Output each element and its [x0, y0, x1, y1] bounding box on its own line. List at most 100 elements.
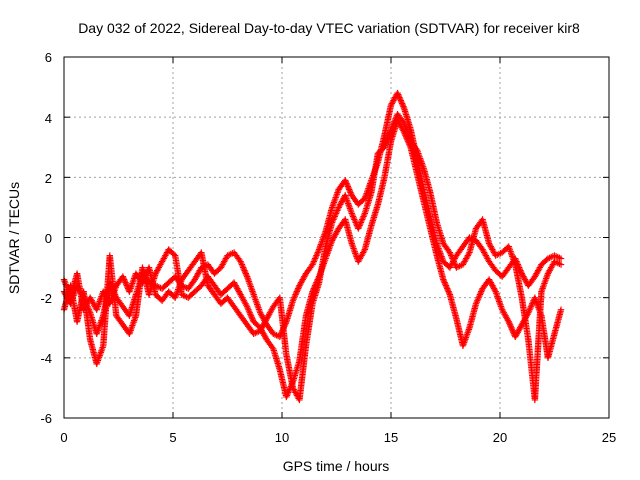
data-point-fill: [506, 320, 513, 327]
data-point-fill: [343, 180, 350, 187]
data-point-fill: [351, 216, 358, 223]
data-point-fill: [442, 280, 449, 288]
data-point-fill: [450, 258, 457, 265]
data-point-fill: [311, 255, 319, 262]
data-point-fill: [293, 288, 301, 295]
data-point-fill: [241, 267, 248, 274]
data-point-fill: [390, 119, 397, 127]
data-point-fill: [507, 323, 514, 330]
data-point-fill: [313, 250, 321, 258]
data-point-fill: [315, 247, 322, 255]
chart-title: Day 032 of 2022, Sidereal Day-to-day VTE…: [78, 20, 580, 36]
data-point-fill: [314, 249, 321, 256]
data-point-fill: [334, 207, 341, 214]
data-point-fill: [247, 312, 255, 319]
data-point-fill: [442, 282, 450, 289]
data-point-fill: [245, 308, 253, 315]
data-point-fill: [528, 301, 535, 309]
data-point: [348, 210, 355, 217]
data-point-fill: [311, 256, 318, 264]
data-point-fill: [140, 276, 147, 283]
data-point-fill: [240, 265, 248, 273]
data-point-fill: [358, 217, 365, 225]
data-point-fill: [120, 274, 127, 282]
data-point-fill: [292, 289, 300, 297]
data-point-fill: [246, 309, 253, 316]
data-point-fill: [356, 222, 363, 229]
grid-lines: [64, 57, 609, 418]
data-point-fill: [330, 216, 337, 223]
data-point-fill: [239, 262, 246, 270]
data-point-fill: [388, 124, 395, 131]
data-point-fill: [447, 252, 455, 259]
data-point-fill: [334, 205, 342, 213]
data-point-fill: [509, 327, 516, 334]
data-point-fill: [360, 211, 368, 219]
data-point-fill: [285, 387, 293, 395]
data-point-fill: [445, 288, 452, 295]
data-point-fill: [141, 274, 148, 282]
data-point-fill: [332, 211, 339, 219]
data-point-fill: [360, 213, 367, 220]
data-point-fill: [477, 289, 484, 297]
x-tick-label: 25: [602, 430, 616, 445]
data-point-fill: [400, 103, 407, 110]
data-point-fill: [238, 259, 245, 267]
data-point: [557, 261, 565, 268]
data-point-fill: [527, 303, 535, 310]
data-point-fill: [330, 214, 338, 222]
data-point-fill: [331, 213, 338, 220]
x-tick-label: 5: [169, 430, 176, 445]
data-point-fill: [475, 294, 482, 301]
data-point-fill: [399, 101, 406, 109]
x-tick-label: 15: [384, 430, 398, 445]
data-point: [557, 255, 565, 262]
data-point-fill: [440, 277, 448, 285]
data-point-fill: [398, 100, 406, 107]
data-point-fill: [329, 217, 336, 225]
data-point-fill: [247, 311, 254, 318]
data-point-fill: [449, 255, 456, 262]
data-point: [557, 306, 565, 313]
data-point-fill: [120, 276, 128, 283]
data-point-fill: [391, 118, 398, 125]
data-point-fill: [294, 285, 302, 292]
data-point-fill: [473, 298, 480, 306]
data-point-fill: [389, 122, 396, 130]
data-point: [237, 258, 244, 265]
data-point: [440, 276, 447, 283]
data-point-fill: [345, 184, 352, 192]
data-point: [309, 261, 316, 268]
data-point-fill: [476, 292, 483, 300]
data-point-fill: [245, 306, 252, 313]
plot-frame: [63, 56, 610, 419]
data-point-fill: [444, 286, 452, 294]
data-point-fill: [242, 270, 250, 277]
y-tick-label: 2: [45, 171, 52, 186]
data-point-fill: [357, 220, 364, 228]
tick-marks: [63, 56, 610, 419]
data-point-fill: [248, 314, 255, 321]
data-point: [243, 303, 251, 310]
data-point-fill: [244, 304, 251, 312]
data-point-fill: [249, 315, 256, 322]
data-point-fill: [474, 295, 482, 303]
data-point-fill: [448, 253, 456, 261]
data-point-fill: [346, 187, 353, 195]
data-point-fill: [243, 301, 250, 309]
data-point-fill: [360, 247, 368, 255]
data-point-fill: [357, 219, 365, 226]
data-point-fill: [398, 98, 405, 106]
data-point-fill: [345, 186, 353, 193]
data-point-fill: [397, 97, 405, 104]
data-points: [60, 89, 565, 404]
data-point-fill: [121, 277, 129, 285]
data-point-fill: [474, 297, 481, 304]
data-point-fill: [443, 283, 450, 291]
data-point-fill: [283, 392, 291, 399]
data-point-fill: [355, 223, 363, 231]
data-point-fill: [310, 258, 318, 265]
data-point-fill: [309, 259, 317, 267]
data-point-fill: [478, 288, 485, 295]
